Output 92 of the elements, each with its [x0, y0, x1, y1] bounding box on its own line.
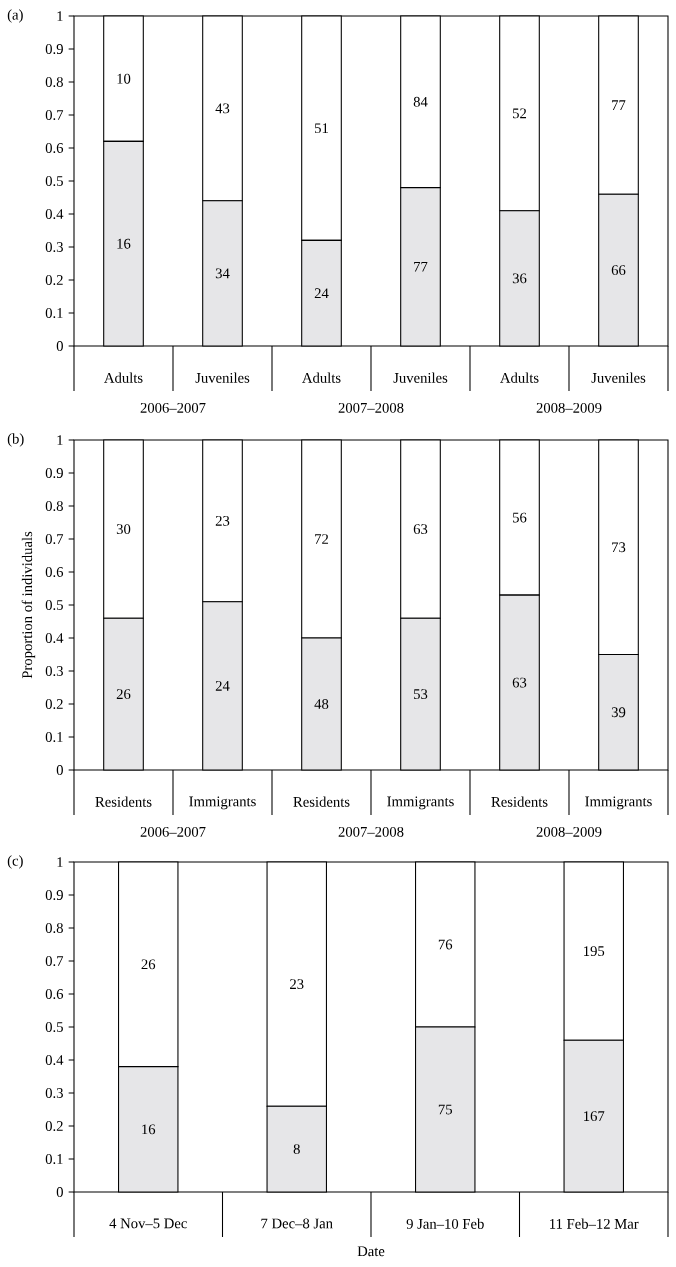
annotation: 48 [314, 699, 329, 709]
text: 2007–2008 [338, 826, 404, 837]
y-tick-label: 1 [57, 857, 63, 867]
y-tick-label: 0 [56, 1187, 63, 1197]
y-tick-label: 0.9 [45, 44, 63, 54]
y-tick-label: 0 [56, 765, 63, 775]
y-tick-label: 0.7 [45, 110, 64, 120]
annotation: 24 [215, 681, 230, 691]
x-tick-label: Immigrants [189, 796, 256, 810]
y-tick-label: 1 [57, 11, 63, 21]
y-tick-label: 0.8 [45, 77, 63, 87]
y-tick-label: 0.5 [45, 176, 63, 186]
annotation: 56 [513, 512, 527, 523]
x-tick-label: Immigrants [387, 796, 454, 810]
annotation: 195 [584, 946, 605, 957]
y-tick-label: 0.8 [45, 501, 63, 511]
text: 2008–2009 [536, 402, 602, 413]
y-tick-label: 0.6 [45, 143, 64, 153]
annotation: 75 [438, 1104, 452, 1115]
annotation: 43 [215, 103, 230, 114]
annotation: 23 [215, 515, 230, 526]
x-tick-label: Adults [104, 372, 143, 383]
x-tick-label: 11 Feb–12 Mar [550, 1218, 639, 1229]
y-tick-label: 0.3 [45, 1088, 63, 1098]
chart-title: (a) [7, 9, 23, 23]
x-tick-label: Residents [491, 796, 548, 807]
annotation: 24 [314, 288, 329, 299]
x-tick-label: Residents [95, 796, 152, 807]
y-tick-label: 0.1 [45, 732, 63, 742]
annotation: 72 [315, 534, 329, 544]
text: 2008–2009 [536, 826, 602, 837]
y-tick-label: 0.5 [45, 1022, 63, 1032]
y-tick-label: 0.4 [45, 633, 64, 643]
annotation: 84 [413, 96, 428, 107]
annotation: 66 [611, 265, 626, 276]
annotation: 39 [611, 707, 626, 718]
y-tick-label: 0.5 [45, 600, 63, 610]
x-tick-label: 9 Jan–10 Feb [406, 1218, 484, 1229]
y-tick-label: 0.1 [45, 308, 63, 318]
x-tick-label: Juveniles [195, 372, 250, 383]
y-tick-label: 0.7 [45, 956, 64, 966]
y-tick-label: 0.1 [45, 1154, 63, 1164]
y-tick-label: 1 [57, 435, 63, 445]
y-tick-label: 0.2 [45, 699, 63, 709]
x-tick-label: Immigrants [585, 796, 652, 810]
text: 2006–2007 [140, 826, 206, 837]
y-tick-label: 0 [56, 341, 63, 351]
text: 2006–2007 [140, 402, 206, 413]
annotation: 8 [293, 1144, 300, 1155]
y-axis-title: Proportion of individuals [21, 531, 36, 679]
annotation: 26 [141, 959, 156, 970]
annotation: 52 [513, 108, 527, 119]
text: 2007–2008 [338, 402, 404, 413]
x-tick-label: 7 Dec–8 Jan [261, 1218, 333, 1229]
annotation: 34 [215, 268, 230, 279]
annotation: 76 [438, 939, 453, 950]
x-tick-label: Juveniles [591, 372, 646, 383]
y-tick-label: 0.6 [45, 989, 64, 999]
y-tick-label: 0.9 [45, 468, 63, 478]
chart-title: (c) [7, 855, 23, 869]
annotation: 26 [116, 689, 131, 700]
y-tick-label: 0.4 [45, 209, 64, 219]
annotation: 51 [315, 123, 328, 134]
annotation: 63 [413, 524, 428, 535]
y-tick-label: 0.8 [45, 923, 63, 933]
y-tick-label: 0.9 [45, 890, 63, 900]
x-tick-label: 4 Nov–5 Dec [109, 1218, 187, 1229]
y-tick-label: 0.2 [45, 1121, 63, 1131]
y-tick-label: 0.2 [45, 275, 63, 285]
y-tick-label: 0.6 [45, 567, 64, 577]
x-tick-label: Adults [500, 372, 539, 383]
y-tick-label: 0.3 [45, 242, 63, 252]
x-tick-label: Residents [293, 796, 350, 807]
y-tick-label: 0.7 [45, 534, 64, 544]
annotation: 16 [142, 1124, 156, 1135]
annotation: 167 [584, 1111, 605, 1122]
annotation: 16 [117, 238, 131, 249]
y-tick-label: 0.3 [45, 666, 63, 676]
annotation: 30 [116, 524, 131, 535]
x-axis-title: Date [357, 1246, 385, 1257]
annotation: 77 [414, 262, 428, 272]
chart-title: (b) [7, 433, 24, 447]
annotation: 63 [512, 677, 527, 688]
x-tick-label: Juveniles [393, 372, 448, 383]
annotation: 73 [612, 542, 626, 553]
annotation: 53 [414, 689, 428, 700]
annotation: 23 [290, 979, 304, 990]
annotation: 10 [117, 73, 131, 84]
y-tick-label: 0.4 [45, 1055, 64, 1065]
x-tick-label: Adults [302, 372, 341, 383]
annotation: 36 [512, 273, 527, 284]
annotation: 77 [612, 100, 626, 110]
